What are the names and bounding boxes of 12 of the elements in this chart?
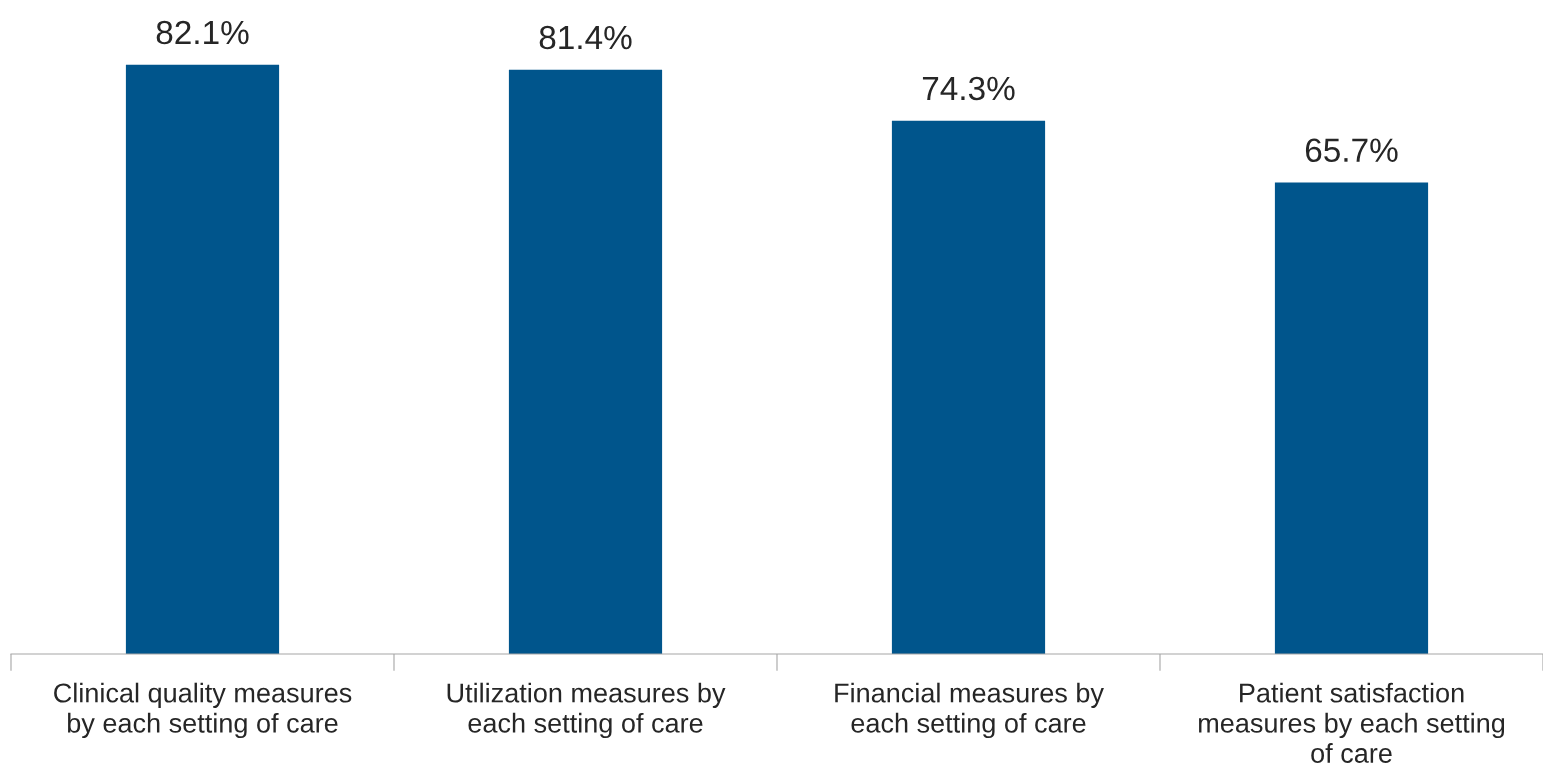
data-label: 81.4% bbox=[539, 25, 632, 50]
x-tick-label: Utilization measures by each setting of care bbox=[447, 682, 726, 739]
x-tick-label: Patient satisfaction measures by each setting of care bbox=[1199, 682, 1505, 763]
bar bbox=[891, 120, 1046, 654]
data-label: 65.7% bbox=[1305, 138, 1398, 163]
data-label: 82.1% bbox=[156, 20, 249, 45]
bar bbox=[125, 64, 280, 654]
bar bbox=[508, 69, 663, 654]
x-tick-label: Financial measures by each setting of care bbox=[835, 682, 1104, 739]
bar bbox=[1274, 182, 1429, 654]
data-label: 74.3% bbox=[922, 76, 1015, 101]
x-tick-label: Clinical quality measures by each setting of care bbox=[54, 682, 352, 739]
